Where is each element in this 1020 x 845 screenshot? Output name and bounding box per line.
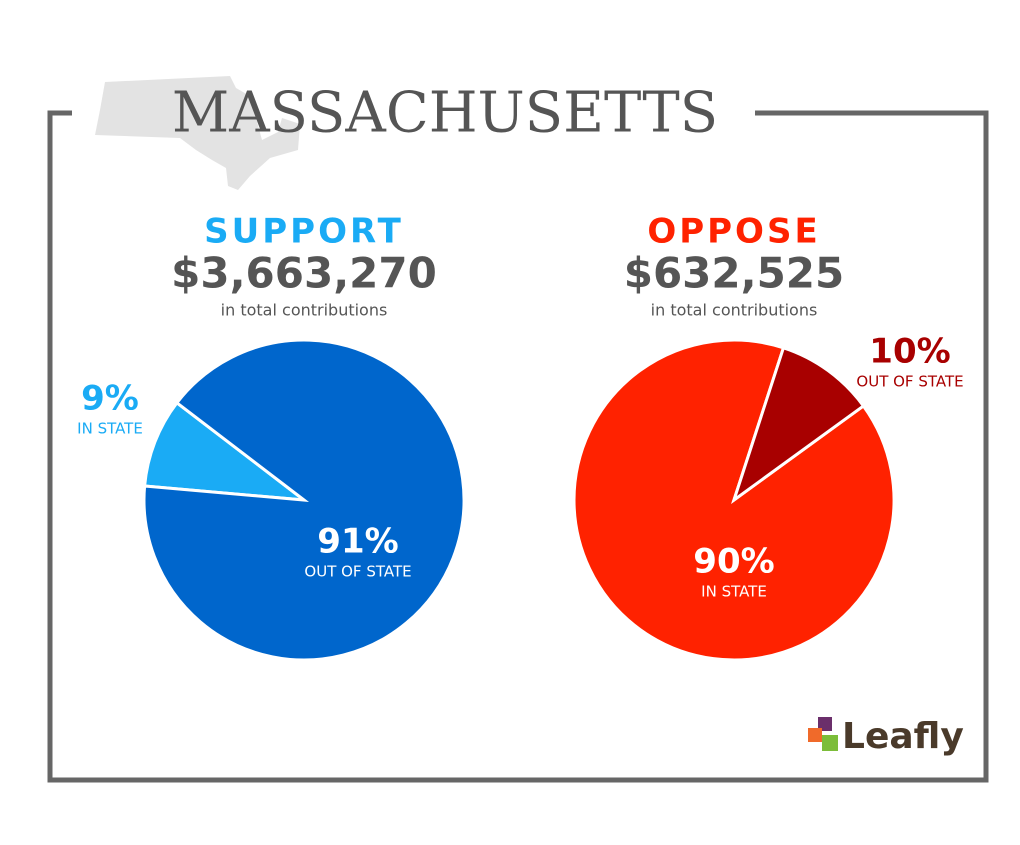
value-label: 9%: [81, 379, 139, 419]
total-amount: $632,525: [624, 249, 845, 298]
slice-label: IN STATE: [701, 583, 767, 601]
logo: Leafly: [808, 716, 964, 757]
value-label: 91%: [317, 522, 398, 562]
logo-square: [818, 717, 832, 731]
value-label: 10%: [869, 332, 950, 372]
chart-title: OPPOSE: [647, 212, 820, 252]
logo-text: Leafly: [842, 716, 964, 757]
pie-slice: [142, 338, 466, 662]
slice-label: OUT OF STATE: [304, 563, 411, 581]
pie-slice: [142, 400, 310, 502]
caption: in total contributions: [651, 301, 818, 320]
frame: [47, 110, 989, 783]
chart-title: SUPPORT: [204, 212, 404, 252]
state-silhouette: [95, 76, 300, 190]
page-title: MASSACHUSETTS: [172, 81, 718, 146]
slice-label: OUT OF STATE: [856, 373, 963, 391]
caption: in total contributions: [221, 301, 388, 320]
value-label: 90%: [693, 542, 774, 582]
slice-label: IN STATE: [77, 420, 143, 438]
total-amount: $3,663,270: [171, 249, 437, 298]
logo-square: [822, 735, 838, 751]
logo-square: [808, 728, 822, 742]
pie-slice: [731, 345, 866, 504]
